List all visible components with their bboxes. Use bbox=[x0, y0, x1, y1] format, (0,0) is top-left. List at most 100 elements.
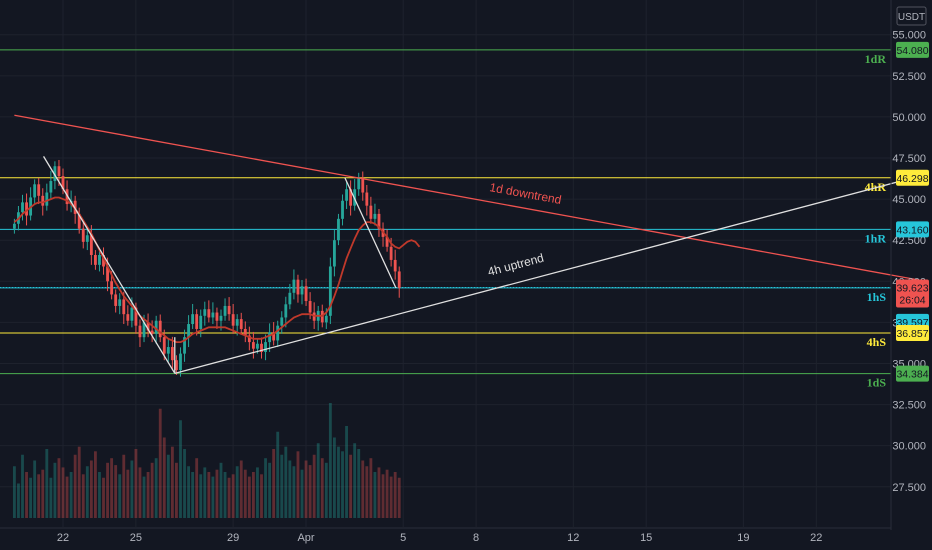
volume-bar bbox=[337, 446, 340, 518]
candle-body bbox=[77, 213, 81, 229]
volume-bar bbox=[353, 443, 357, 518]
volume-bar bbox=[142, 476, 146, 518]
volume-bar bbox=[341, 451, 344, 518]
volume-bar bbox=[231, 474, 235, 518]
y-tick-label: 27.500 bbox=[892, 482, 926, 494]
candle-body bbox=[365, 192, 369, 206]
volume-bar bbox=[49, 477, 53, 518]
candle-body bbox=[102, 254, 105, 267]
volume-bar bbox=[114, 465, 118, 518]
candle-body bbox=[369, 205, 373, 219]
volume-bar bbox=[138, 467, 142, 518]
candle-body bbox=[276, 325, 280, 341]
volume-bar bbox=[251, 472, 255, 518]
candle-body bbox=[272, 332, 276, 341]
candle-body bbox=[357, 177, 361, 190]
candle-body bbox=[195, 314, 199, 329]
volume-bar bbox=[85, 466, 89, 518]
candle-body bbox=[207, 309, 211, 318]
x-tick-label: 12 bbox=[567, 532, 579, 544]
candle-body bbox=[280, 317, 284, 326]
volume-bar bbox=[308, 465, 312, 518]
candle-body bbox=[81, 228, 85, 242]
volume-bar bbox=[397, 477, 401, 518]
time-axis[interactable]: 22 25 29 Apr 5 8 12 15 19 22 bbox=[57, 532, 823, 544]
volume-bar bbox=[187, 466, 191, 518]
currency-label: USDT bbox=[898, 12, 925, 23]
candle-body bbox=[57, 166, 61, 177]
candle-body bbox=[247, 335, 251, 343]
volume-bar bbox=[373, 472, 377, 518]
candle-body bbox=[110, 281, 114, 295]
volume-bar bbox=[21, 454, 24, 518]
price-badge-1dR-bg bbox=[896, 41, 929, 58]
price-axis-badges: 54.08046.29843.16039.59736.85734.38439.6… bbox=[896, 41, 929, 382]
price-badge-4hR-bg bbox=[896, 169, 929, 186]
volume-bar bbox=[361, 460, 365, 518]
candles bbox=[12, 159, 401, 377]
last-price-badge: 39.623 bbox=[896, 282, 928, 294]
volume-bar bbox=[211, 476, 215, 518]
candle-body bbox=[211, 312, 215, 318]
candle-body bbox=[61, 176, 65, 190]
price-axis[interactable]: 55.00052.50050.00047.50045.00042.50040.0… bbox=[890, 0, 926, 530]
candle-body bbox=[33, 184, 37, 198]
price-badge-4hS-bg bbox=[896, 324, 929, 341]
candle-body bbox=[243, 328, 247, 336]
volume-bar bbox=[65, 476, 69, 518]
volume-bar bbox=[377, 467, 381, 518]
candle-body bbox=[308, 301, 312, 313]
volume-bar bbox=[247, 476, 251, 518]
candle-body bbox=[191, 314, 195, 325]
volume-bar bbox=[179, 420, 182, 518]
volume-bar bbox=[389, 476, 393, 518]
volume-bar bbox=[332, 437, 336, 518]
currency-badge[interactable]: USDT bbox=[896, 6, 927, 26]
candle-body bbox=[203, 309, 207, 316]
volume-bar bbox=[292, 466, 296, 518]
swing-line-2 bbox=[344, 177, 397, 289]
price-badge-4hS: 36.857 bbox=[896, 328, 928, 340]
volume-bar bbox=[166, 454, 170, 518]
candle-body bbox=[122, 299, 126, 315]
candle-body bbox=[41, 195, 45, 206]
volume-bar bbox=[328, 403, 332, 518]
volume-bar bbox=[320, 458, 324, 518]
volume-bar bbox=[134, 449, 138, 518]
x-tick-label: 22 bbox=[57, 532, 69, 544]
volume-bar bbox=[316, 443, 320, 518]
candle-body bbox=[332, 240, 336, 267]
candle-body bbox=[239, 319, 243, 329]
price-badge-1dS-bg bbox=[896, 365, 929, 382]
volume-bar bbox=[227, 477, 231, 518]
volume-bars bbox=[12, 403, 401, 518]
ema-line bbox=[13, 196, 421, 344]
candle-body bbox=[292, 279, 296, 293]
candle-body bbox=[385, 236, 389, 247]
countdown-badge: 26:04 bbox=[899, 294, 925, 306]
candle-body bbox=[37, 184, 41, 196]
x-tick-label: 15 bbox=[640, 532, 652, 544]
candle-body bbox=[377, 213, 381, 229]
volume-bar bbox=[81, 474, 85, 518]
volume-bar bbox=[158, 408, 162, 518]
volume-bar bbox=[296, 451, 300, 518]
volume-bar bbox=[300, 469, 304, 518]
volume-bar bbox=[223, 472, 227, 518]
candle-body bbox=[142, 322, 146, 338]
volume-bar bbox=[324, 462, 328, 518]
volume-bar bbox=[98, 472, 101, 518]
candle-body bbox=[126, 314, 130, 321]
candle-body bbox=[264, 342, 267, 352]
level-label-1hS: 1hS bbox=[867, 290, 887, 304]
candle-body bbox=[146, 322, 150, 331]
volume-bar bbox=[235, 466, 239, 518]
candle-body bbox=[251, 342, 255, 349]
volume-bar bbox=[385, 469, 389, 518]
candle-body bbox=[288, 292, 292, 305]
candle-body bbox=[21, 202, 24, 213]
x-tick-label: 19 bbox=[737, 532, 749, 544]
candle-body bbox=[65, 189, 69, 205]
candle-body bbox=[85, 235, 89, 242]
